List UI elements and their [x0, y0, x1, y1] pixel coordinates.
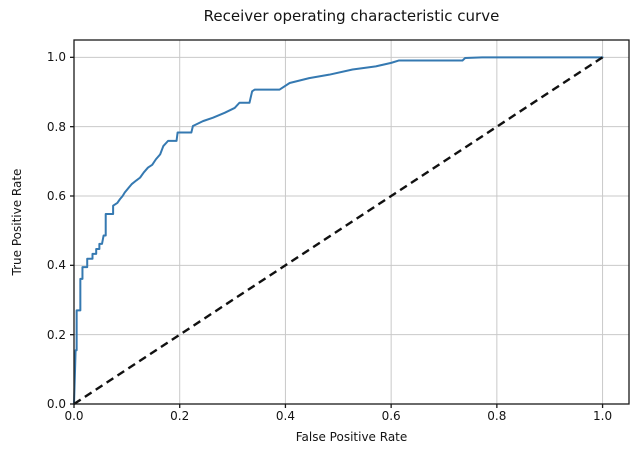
- x-tick-label: 0.6: [381, 409, 401, 423]
- roc-curve-line: [73, 56, 604, 405]
- y-tick-label: 0.4: [46, 258, 66, 273]
- chance-diagonal-line: [73, 56, 604, 406]
- y-tick-label: 0.6: [46, 189, 66, 203]
- y-tick-label: 0.0: [46, 397, 66, 411]
- x-axis-label: False Positive Rate: [295, 430, 408, 444]
- chart-title: Receiver operating characteristic curve: [203, 7, 500, 25]
- plot-frame: [73, 39, 630, 405]
- y-tick-label: 0.2: [46, 327, 66, 342]
- y-tick-label: 0.8: [46, 119, 66, 134]
- y-axis-label: True Positive Rate: [10, 168, 24, 276]
- x-tick-label: 1.0: [593, 409, 613, 423]
- x-tick-label: 0.2: [170, 409, 190, 423]
- x-tick-label: 0.8: [487, 409, 507, 423]
- y-tick-label: 1.0: [46, 50, 66, 65]
- x-tick-label: 0.4: [275, 409, 295, 423]
- x-tick-label: 0.0: [64, 409, 84, 423]
